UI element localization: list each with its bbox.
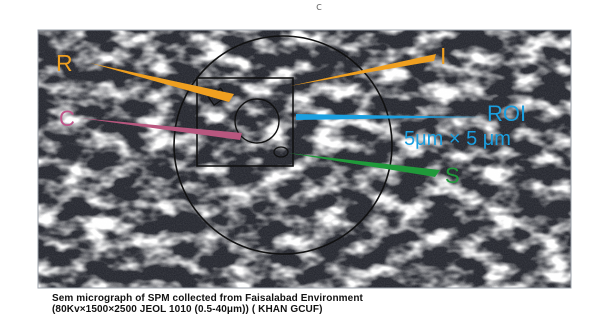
spherical-particle [273, 146, 289, 158]
label-S: S [445, 163, 460, 188]
arrow-S [288, 153, 440, 177]
arrow-I [290, 54, 436, 86]
roi-square [196, 77, 294, 167]
label-I: I [440, 43, 446, 69]
label-roi: ROI [487, 101, 526, 126]
label-roi-size: 5μm × 5 μm [404, 128, 511, 150]
top-mark: c [316, 0, 323, 13]
outer-circle [173, 35, 393, 255]
arrow-ROI [296, 114, 482, 120]
label-R: R [56, 50, 73, 76]
micrograph-frame [37, 29, 572, 289]
arrow-R [90, 63, 234, 102]
label-C: C [59, 106, 75, 131]
arrow-C [80, 118, 242, 140]
inner-circle [234, 98, 280, 144]
particle-texture [38, 30, 571, 288]
